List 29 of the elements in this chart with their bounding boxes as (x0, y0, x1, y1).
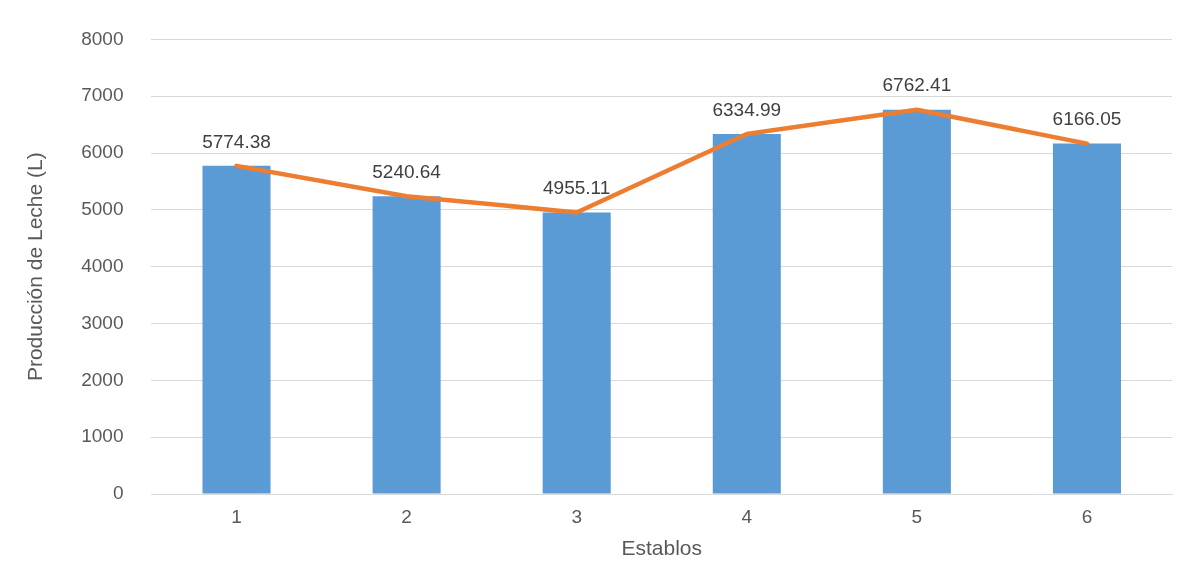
data-label: 5774.38 (202, 130, 271, 152)
x-tick-label: 5 (911, 505, 923, 527)
data-label: 5240.64 (372, 160, 442, 182)
bar (1052, 143, 1121, 494)
y-tick-label: 4000 (81, 254, 124, 276)
y-tick-label: 2000 (81, 368, 124, 390)
y-tick-label: 6000 (81, 141, 124, 163)
data-label: 4955.11 (543, 177, 611, 199)
x-tick-label: 4 (741, 505, 753, 527)
y-axis-title: Producción de Leche (L) (23, 152, 47, 382)
y-tick-label: 0 (112, 482, 124, 504)
data-label: 6334.99 (712, 98, 782, 120)
y-tick-label: 3000 (81, 311, 124, 333)
data-label: 6166.05 (1052, 108, 1122, 130)
y-tick-label: 8000 (81, 27, 124, 49)
y-tick-label: 5000 (81, 198, 124, 220)
bar (712, 134, 781, 494)
bar (882, 109, 951, 494)
bar (542, 212, 611, 494)
bar (372, 196, 441, 494)
y-tick-label: 7000 (81, 84, 124, 106)
bar (202, 165, 271, 494)
data-label: 6762.41 (882, 74, 952, 96)
x-tick-label: 2 (401, 505, 412, 527)
y-tick-label: 1000 (81, 425, 124, 447)
x-tick-label: 1 (231, 505, 242, 527)
x-tick-label: 6 (1081, 505, 1093, 527)
x-tick-label: 3 (571, 505, 582, 527)
x-axis-title: Establos (621, 536, 703, 560)
